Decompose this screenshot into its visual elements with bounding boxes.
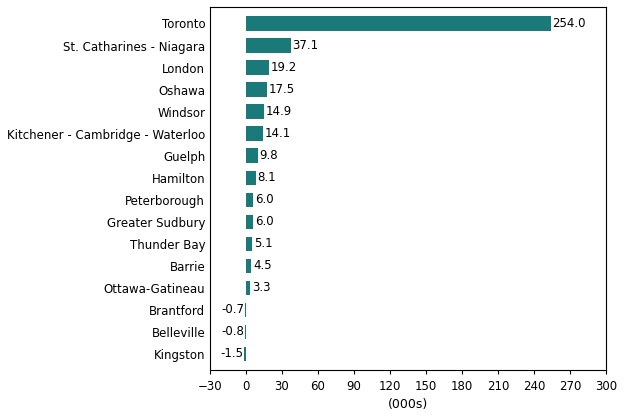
Text: 17.5: 17.5: [269, 83, 295, 96]
Bar: [246, 193, 253, 207]
Bar: [246, 214, 253, 229]
Text: -0.8: -0.8: [222, 326, 245, 339]
Bar: [244, 347, 246, 361]
Text: 6.0: 6.0: [255, 215, 274, 228]
Text: 14.1: 14.1: [265, 127, 291, 140]
Bar: [246, 281, 250, 295]
Bar: [246, 171, 256, 185]
Text: 19.2: 19.2: [271, 61, 297, 74]
Text: 9.8: 9.8: [260, 149, 278, 162]
Text: 4.5: 4.5: [253, 259, 272, 272]
Text: 14.9: 14.9: [266, 105, 292, 118]
Text: -1.5: -1.5: [221, 347, 243, 360]
Bar: [246, 60, 269, 75]
Text: 3.3: 3.3: [252, 281, 270, 294]
Bar: [245, 325, 246, 339]
Bar: [246, 259, 251, 273]
Bar: [246, 82, 267, 97]
Text: 37.1: 37.1: [293, 39, 318, 52]
Text: 254.0: 254.0: [553, 17, 586, 30]
Bar: [246, 237, 252, 251]
Text: -0.7: -0.7: [222, 303, 245, 316]
X-axis label: (000s): (000s): [388, 398, 428, 411]
Text: 6.0: 6.0: [255, 193, 274, 206]
Bar: [246, 104, 264, 119]
Bar: [246, 16, 551, 31]
Text: 8.1: 8.1: [258, 171, 276, 184]
Bar: [245, 303, 246, 317]
Bar: [246, 127, 263, 141]
Bar: [246, 38, 291, 53]
Bar: [246, 148, 258, 163]
Text: 5.1: 5.1: [254, 237, 273, 250]
